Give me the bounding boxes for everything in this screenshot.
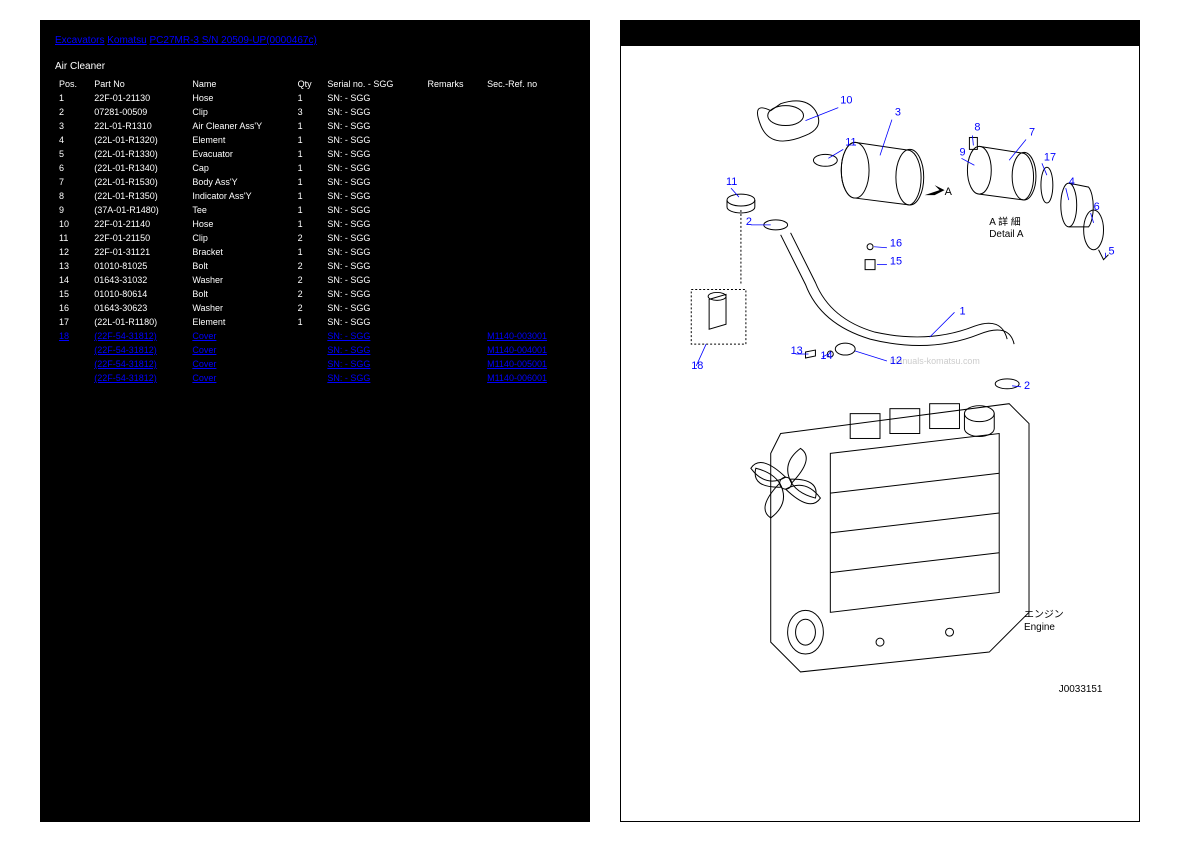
callout-number: 18 (691, 360, 703, 372)
col-remarks: Remarks (424, 77, 484, 91)
diagram-panel: A (620, 20, 1140, 822)
table-row: 11 22F-01-21150 Clip 2 SN: - SGG (55, 231, 575, 245)
table-row: (22F-54-31812) Cover SN: - SGG M1140-005… (55, 357, 575, 371)
parts-table: Pos. Part No Name Qty Serial no. - SGG R… (55, 77, 575, 385)
pos-link[interactable]: 18 (59, 331, 69, 341)
breadcrumb-excavators[interactable]: Excavators (55, 35, 104, 46)
partno-link[interactable]: (22F-54-31812) (94, 373, 157, 383)
ref-link[interactable]: M1140-004001 (487, 345, 547, 355)
section-title: Air Cleaner (55, 61, 575, 72)
table-row: 6 (22L-01-R1340) Cap 1 SN: - SGG (55, 161, 575, 175)
table-row: 18 (22F-54-31812) Cover SN: - SGG M1140-… (55, 329, 575, 343)
callout-number: 10 (840, 95, 852, 107)
col-partno: Part No (90, 77, 188, 91)
name-link[interactable]: Cover (192, 345, 216, 355)
callout-number: 14 (820, 350, 832, 362)
callout-number: 11 (726, 176, 737, 188)
watermark: manuals-komatsu.com (890, 356, 980, 366)
detail-a-jp: A 詳 細 (989, 215, 1021, 228)
parts-list-panel: Excavators Komatsu PC27MR-3 S/N 20509-UP… (40, 20, 590, 822)
table-row: (22F-54-31812) Cover SN: - SGG M1140-006… (55, 371, 575, 385)
sn-link[interactable]: SN: - SGG (327, 373, 370, 383)
breadcrumb-brand[interactable]: Komatsu (107, 35, 146, 46)
table-row: 7 (22L-01-R1530) Body Ass'Y 1 SN: - SGG (55, 175, 575, 189)
callout-number: 5 (1108, 246, 1114, 258)
partno-link[interactable]: (22F-54-31812) (94, 345, 157, 355)
table-row: 10 22F-01-21140 Hose 1 SN: - SGG (55, 217, 575, 231)
name-link[interactable]: Cover (192, 331, 216, 341)
table-row: 3 22L-01-R1310 Air Cleaner Ass'Y 1 SN: -… (55, 119, 575, 133)
callout-number: 4 (1069, 176, 1075, 188)
svg-text:A: A (945, 186, 953, 198)
callout-number: 17 (1044, 151, 1056, 163)
breadcrumb-model[interactable]: PC27MR-3 S/N 20509-UP(0000467c) (150, 35, 317, 46)
table-row: 2 07281-00509 Clip 3 SN: - SGG (55, 105, 575, 119)
table-row: 1 22F-01-21130 Hose 1 SN: - SGG (55, 91, 575, 105)
table-row: 15 01010-80614 Bolt 2 SN: - SGG (55, 287, 575, 301)
ref-link[interactable]: M1140-005001 (487, 359, 547, 369)
table-row: 14 01643-31032 Washer 2 SN: - SGG (55, 273, 575, 287)
breadcrumb: Excavators Komatsu PC27MR-3 S/N 20509-UP… (55, 35, 575, 46)
ref-link[interactable]: M1140-003001 (487, 331, 547, 341)
callout-number: 9 (959, 146, 965, 158)
sn-link[interactable]: SN: - SGG (327, 359, 370, 369)
engine-drawing (751, 404, 1029, 672)
sn-link[interactable]: SN: - SGG (327, 331, 370, 341)
callout-number: 13 (791, 345, 803, 357)
col-pos: Pos. (55, 77, 90, 91)
callout-number: 12 (890, 355, 902, 367)
table-header-row: Pos. Part No Name Qty Serial no. - SGG R… (55, 77, 575, 91)
detail-a-en: Detail A (989, 229, 1024, 240)
callout-number: 16 (890, 238, 902, 250)
table-row: (22F-54-31812) Cover SN: - SGG M1140-004… (55, 343, 575, 357)
table-row: 5 (22L-01-R1330) Evacuator 1 SN: - SGG (55, 147, 575, 161)
callout-number: 2 (746, 216, 752, 228)
name-link[interactable]: Cover (192, 359, 216, 369)
sn-link[interactable]: SN: - SGG (327, 345, 370, 355)
col-name: Name (188, 77, 293, 91)
callout-number: 15 (890, 256, 902, 268)
diagram-container: A (621, 46, 1139, 821)
table-row: 16 01643-30623 Washer 2 SN: - SGG (55, 301, 575, 315)
table-row: 13 01010-81025 Bolt 2 SN: - SGG (55, 259, 575, 273)
partno-link[interactable]: (22F-54-31812) (94, 331, 157, 341)
callout-number: 2 (1024, 380, 1030, 392)
col-sn: Serial no. - SGG (323, 77, 423, 91)
partno-link[interactable]: (22F-54-31812) (94, 359, 157, 369)
table-row: 8 (22L-01-R1350) Indicator Ass'Y 1 SN: -… (55, 189, 575, 203)
ref-link[interactable]: M1140-006001 (487, 373, 547, 383)
callout-number: 8 (974, 122, 980, 134)
engine-label-en: Engine (1024, 622, 1055, 633)
table-row: 17 (22L-01-R1180) Element 1 SN: - SGG (55, 315, 575, 329)
diagram-top-bar (621, 21, 1139, 46)
name-link[interactable]: Cover (192, 373, 216, 383)
callout-number: 6 (1094, 201, 1100, 213)
table-row: 9 (37A-01-R1480) Tee 1 SN: - SGG (55, 203, 575, 217)
callout-number: 11 (845, 136, 856, 148)
exploded-diagram: A (631, 56, 1129, 811)
drawing-number: J0033151 (1059, 684, 1103, 695)
engine-label-jp: エンジン (1024, 609, 1064, 620)
callout-number: 1 (959, 305, 965, 317)
table-row: 4 (22L-01-R1320) Element 1 SN: - SGG (55, 133, 575, 147)
col-ref: Sec.-Ref. no (483, 77, 575, 91)
col-qty: Qty (294, 77, 324, 91)
callout-number: 7 (1029, 126, 1035, 138)
table-row: 12 22F-01-31121 Bracket 1 SN: - SGG (55, 245, 575, 259)
callout-number: 3 (895, 107, 901, 119)
